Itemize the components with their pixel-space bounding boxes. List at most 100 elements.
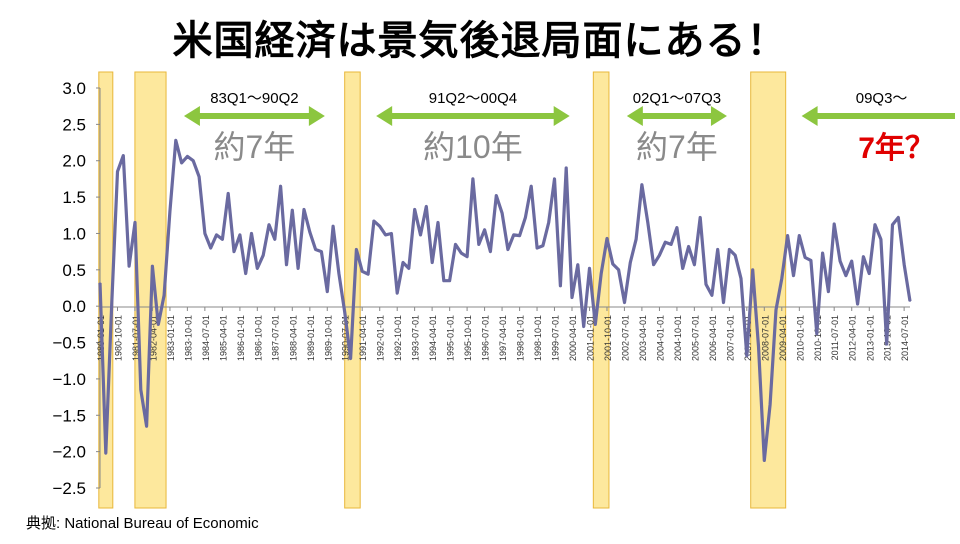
x-tick-label: 1996-07-01 bbox=[481, 315, 491, 361]
data-point bbox=[431, 261, 433, 264]
data-point bbox=[192, 159, 195, 162]
data-point bbox=[815, 333, 818, 335]
x-tick-label: 1995-10-01 bbox=[463, 315, 473, 361]
x-tick-label: 1995-01-01 bbox=[446, 315, 456, 361]
x-tick-label: 2012-04-01 bbox=[848, 315, 858, 361]
data-point bbox=[437, 221, 439, 224]
data-point bbox=[792, 274, 795, 277]
expansion-duration-label: 約10年 bbox=[423, 129, 523, 165]
data-point bbox=[693, 263, 696, 266]
data-point bbox=[355, 248, 358, 251]
data-point bbox=[343, 311, 346, 313]
data-point bbox=[390, 232, 393, 235]
x-tick-label: 1997-04-01 bbox=[498, 315, 508, 361]
data-point bbox=[705, 283, 707, 286]
x-tick-label: 1986-10-01 bbox=[253, 315, 263, 361]
recession-band bbox=[344, 71, 361, 509]
data-point bbox=[116, 170, 119, 173]
data-point bbox=[332, 225, 334, 227]
data-point bbox=[303, 208, 305, 211]
data-point bbox=[757, 345, 760, 347]
data-point bbox=[897, 216, 900, 219]
expansion-period-label: 09Q3〜 bbox=[856, 90, 908, 107]
data-point bbox=[623, 301, 626, 304]
data-point bbox=[239, 234, 241, 236]
data-point bbox=[664, 241, 667, 243]
data-point bbox=[105, 452, 107, 454]
x-tick-label: 2010-01-01 bbox=[795, 315, 805, 361]
x-tick-label: 2010-10-01 bbox=[813, 315, 823, 361]
data-point bbox=[128, 265, 130, 267]
data-point bbox=[530, 185, 533, 187]
data-point bbox=[798, 234, 801, 237]
data-point bbox=[472, 178, 474, 180]
data-point bbox=[274, 238, 276, 241]
data-point bbox=[466, 255, 468, 258]
x-tick-label: 1994-04-01 bbox=[428, 315, 438, 361]
data-point bbox=[308, 231, 311, 233]
data-point bbox=[629, 261, 632, 264]
data-point bbox=[565, 167, 567, 169]
y-tick-label: −2.5 bbox=[52, 479, 86, 498]
data-point bbox=[512, 234, 515, 236]
data-point bbox=[413, 208, 416, 211]
data-point bbox=[408, 267, 410, 270]
data-point bbox=[594, 323, 597, 326]
data-point bbox=[751, 269, 754, 271]
data-point bbox=[425, 205, 428, 208]
expansion-arrow-head bbox=[626, 106, 643, 126]
y-tick-label: 3.0 bbox=[62, 79, 86, 98]
x-tick-label: 1985-04-01 bbox=[218, 315, 228, 361]
x-tick-label: 2001-01-01 bbox=[586, 315, 596, 361]
data-point bbox=[740, 277, 742, 280]
data-point bbox=[850, 260, 853, 262]
data-point bbox=[769, 403, 771, 406]
x-tick-label: 2004-01-01 bbox=[655, 315, 665, 361]
data-point bbox=[250, 232, 253, 235]
y-tick-label: 2.0 bbox=[62, 152, 86, 171]
x-tick-label: 2005-07-01 bbox=[690, 315, 700, 361]
expansion-duration-label: 7年？ bbox=[858, 132, 935, 165]
data-point bbox=[483, 229, 486, 231]
x-tick-label: 1989-01-01 bbox=[306, 315, 316, 361]
x-tick-label: 2000-04-01 bbox=[568, 315, 578, 361]
y-tick-label: 0.5 bbox=[62, 261, 86, 280]
data-point bbox=[687, 245, 690, 248]
data-point bbox=[821, 252, 824, 254]
data-point bbox=[145, 425, 148, 427]
data-point bbox=[174, 139, 177, 142]
data-point bbox=[139, 389, 142, 391]
data-point bbox=[419, 234, 422, 236]
series-line bbox=[98, 138, 912, 462]
page-title: 米国経済は景気後退局面にある！ bbox=[172, 18, 788, 64]
data-point bbox=[279, 185, 282, 187]
data-point bbox=[722, 301, 725, 304]
x-tick-label: 1990-07-01 bbox=[341, 315, 351, 361]
data-series bbox=[98, 138, 912, 462]
data-point bbox=[396, 292, 398, 294]
data-point bbox=[891, 223, 894, 226]
data-point bbox=[215, 234, 218, 236]
data-point bbox=[845, 274, 847, 277]
data-point bbox=[699, 216, 702, 219]
data-point bbox=[297, 267, 299, 270]
x-tick-label: 1988-04-01 bbox=[288, 315, 298, 361]
data-point bbox=[198, 175, 200, 178]
data-point bbox=[204, 232, 206, 235]
data-point bbox=[646, 221, 649, 224]
x-tick-label: 1980-10-01 bbox=[113, 315, 123, 361]
data-point bbox=[460, 252, 463, 254]
data-point bbox=[373, 220, 375, 222]
expansion-arrow-head bbox=[376, 106, 393, 126]
y-tick-label: −1.0 bbox=[52, 370, 86, 389]
data-point bbox=[577, 263, 579, 266]
data-point bbox=[880, 238, 882, 241]
data-point bbox=[542, 245, 544, 247]
data-point bbox=[326, 290, 329, 293]
data-point bbox=[617, 269, 620, 271]
data-point bbox=[670, 243, 672, 246]
expansion-arrow-head bbox=[710, 106, 727, 126]
source-note: 典拠: National Bureau of Economic bbox=[26, 515, 259, 532]
y-tick-label: 0.0 bbox=[62, 297, 86, 316]
